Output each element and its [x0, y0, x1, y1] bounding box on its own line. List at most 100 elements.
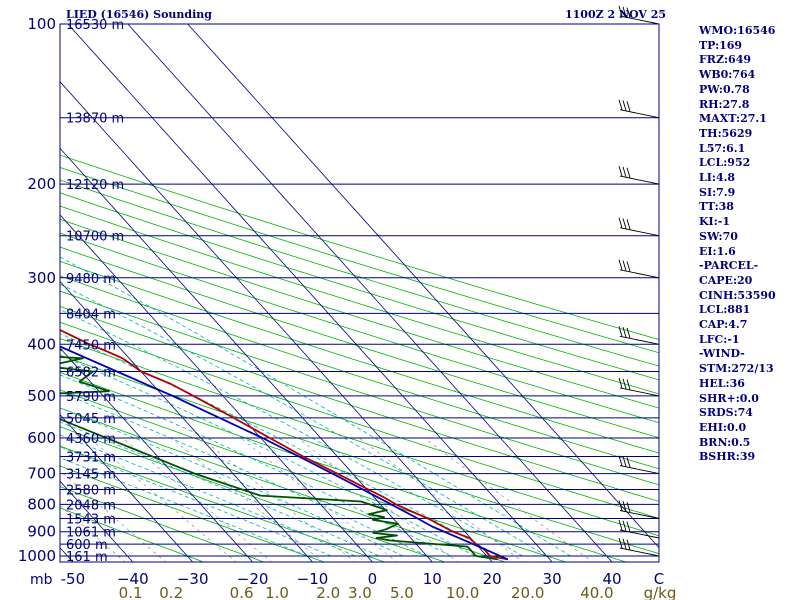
moist-adiabat: [60, 446, 332, 557]
index-item: TH:5629: [699, 126, 753, 140]
mixing-ratio-label: 3.0: [348, 584, 372, 600]
index-item: LI:4.8: [699, 171, 736, 185]
dry-adiabat: [60, 426, 447, 562]
index-item: EHI:0.0: [699, 420, 747, 434]
dry-adiabat: [60, 192, 659, 381]
dewpoint-line: [60, 348, 498, 561]
index-item: TT:38: [699, 200, 734, 214]
index-item: SRDS:74: [699, 406, 753, 420]
pressure-tick-label: 400: [27, 335, 56, 353]
mixing-ratio-label: 0.2: [159, 584, 183, 600]
temperature-tick-label: 0: [368, 570, 378, 588]
height-label: 161 m: [66, 550, 108, 565]
dry-adiabat: [60, 389, 567, 562]
moist-adiabat: [60, 407, 404, 557]
pressure-unit-label: mb: [30, 572, 53, 588]
pressure-tick-label: 500: [27, 387, 56, 405]
dry-adiabat: [60, 205, 659, 395]
mixing-ratio-line: [171, 437, 324, 562]
isotherm: [60, 413, 194, 562]
temperature-tick-label: 20: [483, 570, 502, 588]
dry-adiabat: [60, 445, 386, 562]
dry-adiabat: [60, 218, 659, 409]
wind-barb: [618, 217, 660, 237]
mixing-ratio-label: 2.0: [316, 584, 340, 600]
height-label: 4360 m: [66, 432, 116, 447]
height-label: 2048 m: [66, 498, 116, 513]
dry-adiabat: [60, 232, 659, 424]
index-item: CINH:53590: [699, 288, 776, 302]
pressure-tick-label: 900: [27, 523, 56, 541]
temperature-tick-label: −30: [177, 570, 209, 588]
mixing-ratio-label: 10.0: [446, 584, 479, 600]
grid-layer: [0, 19, 659, 566]
mixing-ratio-line: [424, 437, 594, 562]
valid-time: 1100Z 2 NOV 25: [565, 8, 667, 21]
dry-adiabat: [60, 507, 205, 562]
wind-barb: [618, 99, 660, 119]
wind-barb: [618, 259, 660, 279]
series-layer: [60, 328, 509, 561]
index-item: MAXT:27.1: [699, 112, 767, 126]
index-item: -WIND-: [699, 347, 745, 361]
height-label: 2580 m: [66, 484, 116, 499]
dry-adiabat: [60, 371, 628, 562]
height-label: 16530 m: [66, 18, 124, 33]
index-item: -PARCEL-: [699, 259, 759, 273]
pressure-tick-label: 700: [27, 465, 56, 483]
mixing-ratio-line: [60, 470, 167, 562]
height-label: 5045 m: [66, 412, 116, 427]
height-label: 5790 m: [66, 390, 116, 405]
mixing-ratio-label: 1.0: [265, 584, 289, 600]
wind-barb: [618, 326, 660, 345]
dry-adiabat: [60, 338, 659, 537]
dry-adiabat: [60, 290, 659, 486]
isotherm: [127, 24, 613, 562]
height-label: 7450 m: [66, 338, 116, 353]
mixing-ratio-label: 40.0: [580, 584, 613, 600]
pressure-tick-label: 100: [27, 15, 56, 33]
index-item: LCL:881: [699, 303, 751, 317]
index-item: BSHR:39: [699, 450, 756, 464]
isotherm: [187, 24, 659, 549]
temperature-tick-label: 40: [602, 570, 621, 588]
mixing-ratio-line: [359, 437, 524, 562]
temperature-tick-label: 10: [423, 570, 442, 588]
isotherm: [60, 280, 314, 562]
wind-barb: [618, 5, 660, 25]
dry-adiabat: [60, 354, 659, 555]
moist-adiabat: [60, 391, 428, 557]
dry-adiabat: [60, 260, 659, 454]
dry-adiabat: [60, 407, 507, 562]
temperature-tick-label: -50: [61, 570, 86, 588]
mixing-ratio-line: [201, 437, 356, 562]
dry-adiabat: [60, 154, 659, 340]
height-label: 3145 m: [66, 468, 116, 483]
wind-barb: [618, 165, 660, 185]
height-label: 10700 m: [66, 230, 124, 245]
mixing-ratio-line: [297, 437, 459, 562]
index-item: RH:27.8: [699, 97, 750, 111]
moist-adiabat: [60, 374, 452, 557]
pressure-tick-label: 1000: [18, 547, 56, 565]
temperature-tick-label: −20: [237, 570, 269, 588]
mixing-ratio-line: [122, 437, 273, 562]
plot-frame: [59, 23, 660, 563]
dry-adiabat: [60, 465, 326, 562]
height-label: 6582 m: [66, 366, 116, 381]
temperature-tick-label: −10: [297, 570, 329, 588]
pressure-tick-label: 300: [27, 269, 56, 287]
moist-adiabat: [60, 256, 571, 557]
dry-adiabat: [60, 179, 659, 367]
index-item: STM:272/13: [699, 362, 774, 376]
index-item: BRN:0.5: [699, 435, 751, 449]
stability-indices: WMO:16546 TP:169 FRZ:649 WB0:764 PW:0.78 RH:2…: [699, 24, 776, 465]
index-item: SI:7.9: [699, 185, 736, 199]
mixing-ratio-label: 0.1: [119, 584, 143, 600]
temperature-tick-label: 30: [543, 570, 562, 588]
mixing-ratio-label: 0.6: [230, 584, 254, 600]
index-item: KI:-1: [699, 215, 730, 229]
isotherm: [0, 19, 17, 566]
